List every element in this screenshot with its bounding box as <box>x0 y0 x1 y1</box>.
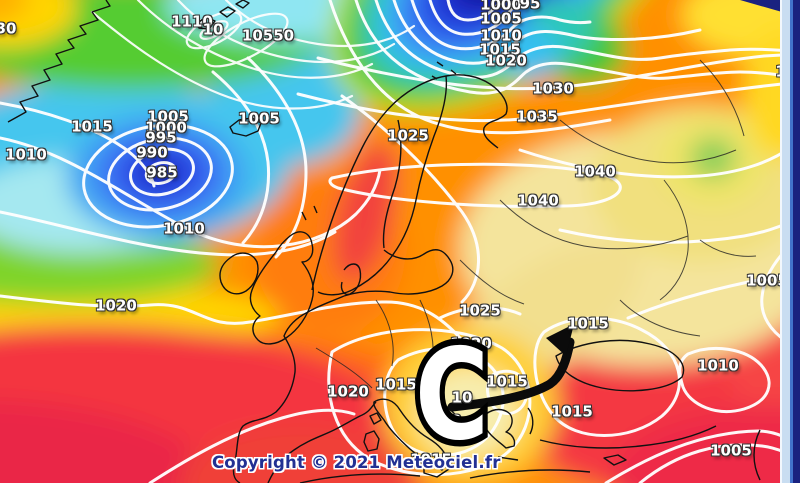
cyclone-marker: C C <box>410 320 494 468</box>
cyclone-marker-letter: C <box>415 320 489 468</box>
storm-track-arrow <box>447 324 575 412</box>
isobar-contours-thin <box>90 0 416 110</box>
cyclone-marker-outline: C <box>410 320 494 468</box>
arrowhead-icon <box>546 324 574 356</box>
frame-right-border <box>780 0 800 483</box>
country-borders <box>315 59 757 389</box>
copyright-watermark: Copyright © 2021 Meteociel.fr <box>212 453 501 472</box>
